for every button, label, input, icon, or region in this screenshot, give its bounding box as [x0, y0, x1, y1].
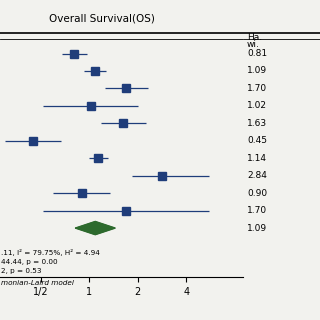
Text: 44.44, p = 0.00: 44.44, p = 0.00	[1, 259, 58, 265]
Text: 0.90: 0.90	[247, 189, 267, 198]
Text: 1.63: 1.63	[247, 119, 267, 128]
Title: Overall Survival(OS): Overall Survival(OS)	[49, 13, 155, 23]
Text: 2.84: 2.84	[247, 171, 267, 180]
Polygon shape	[75, 221, 115, 235]
Text: 1.02: 1.02	[247, 101, 267, 110]
Text: 0.45: 0.45	[247, 136, 267, 145]
Text: 1.70: 1.70	[247, 84, 267, 93]
Text: .11, I² = 79.75%, H² = 4.94: .11, I² = 79.75%, H² = 4.94	[1, 249, 100, 256]
Text: 0.81: 0.81	[247, 49, 267, 58]
Text: 1.70: 1.70	[247, 206, 267, 215]
Text: Ha.: Ha.	[247, 33, 262, 42]
Text: 1.09: 1.09	[247, 67, 267, 76]
Text: 2, p = 0.53: 2, p = 0.53	[1, 268, 42, 274]
Text: monian-Laird model: monian-Laird model	[1, 280, 74, 286]
Text: 1.14: 1.14	[247, 154, 267, 163]
Text: wi.: wi.	[247, 40, 260, 49]
Text: 1.09: 1.09	[247, 224, 267, 233]
